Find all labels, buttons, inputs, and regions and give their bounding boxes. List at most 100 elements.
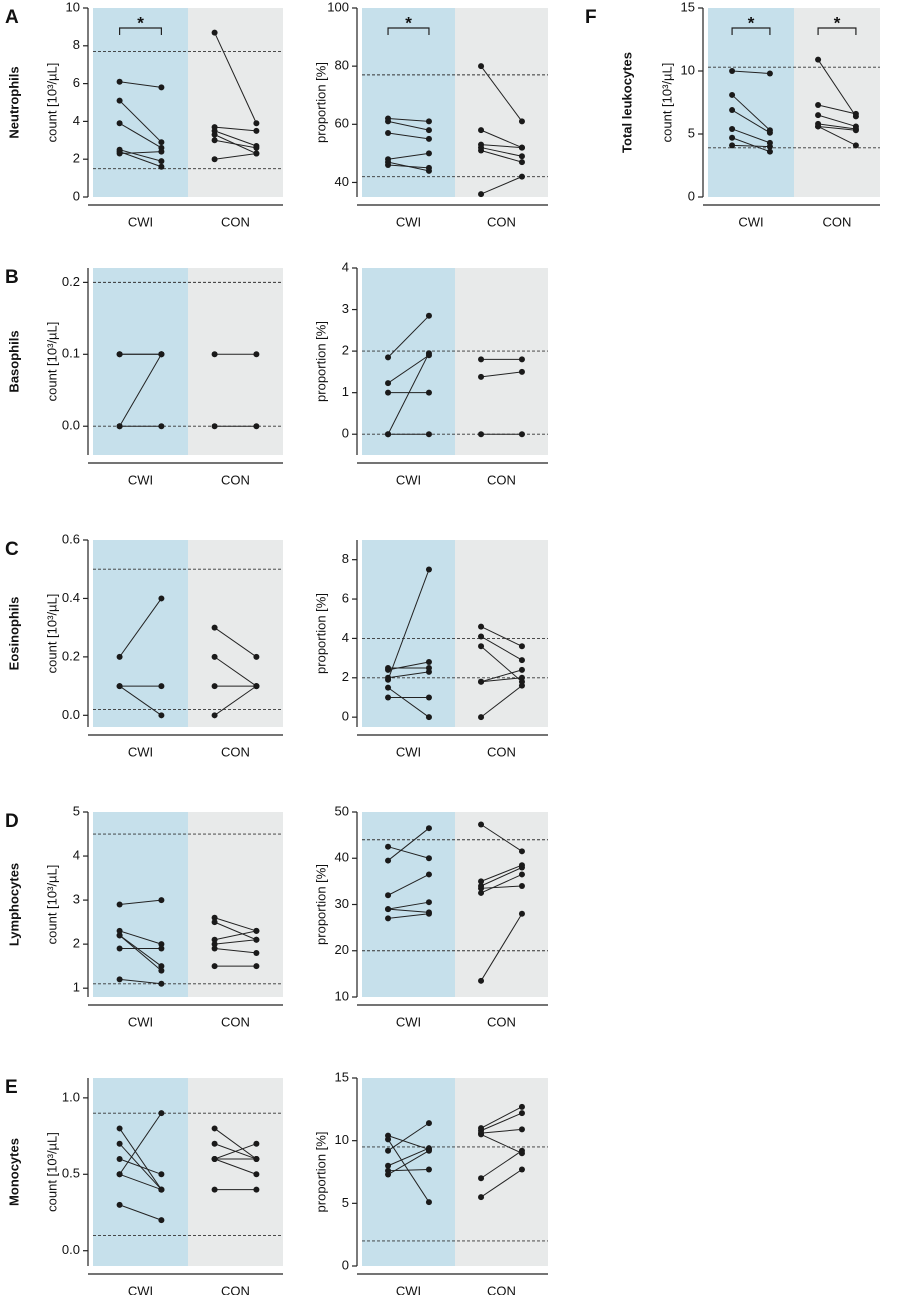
pair-line	[818, 125, 856, 131]
y-axis-label: proportion [%]	[313, 864, 328, 945]
pair-line	[387, 827, 430, 861]
group-band	[362, 268, 455, 455]
data-point	[158, 595, 165, 602]
y-tick-label: 1	[73, 980, 80, 995]
data-point	[253, 127, 260, 134]
data-point	[518, 368, 525, 375]
y-tick-label: 0.0	[62, 707, 80, 722]
data-point	[425, 668, 432, 675]
y-tick-label: 2	[73, 936, 80, 951]
pair-line	[480, 1128, 523, 1134]
data-point	[478, 356, 485, 363]
data-point	[425, 910, 432, 917]
data-point	[116, 653, 123, 660]
pair-line	[480, 149, 523, 163]
pair-line	[817, 125, 857, 146]
data-point	[425, 659, 432, 666]
pair-line	[480, 867, 523, 887]
y-axis-label: count [10³/µL]	[44, 322, 59, 402]
pair-line	[480, 129, 523, 149]
data-point	[158, 163, 165, 170]
data-point	[478, 63, 485, 70]
y-tick-label: 0	[73, 188, 80, 203]
data-point	[211, 156, 218, 163]
group-band	[188, 1078, 283, 1266]
pair-line	[732, 70, 770, 75]
data-point	[116, 901, 123, 908]
data-point	[158, 967, 165, 974]
data-point	[253, 150, 260, 157]
pair-line	[387, 354, 430, 384]
data-point	[425, 1120, 432, 1127]
row-title: Lymphocytes	[6, 863, 21, 946]
data-point	[478, 1175, 485, 1182]
data-point	[158, 1186, 165, 1193]
pair-line	[387, 1150, 430, 1175]
pair-line	[387, 352, 430, 435]
data-point	[729, 125, 736, 132]
data-point	[425, 350, 432, 357]
data-point	[253, 1156, 260, 1163]
pair-line	[119, 598, 162, 658]
data-point	[478, 373, 485, 380]
pair-line	[480, 685, 523, 718]
data-point	[385, 389, 392, 396]
pair-line	[480, 1112, 523, 1132]
data-point	[518, 1147, 525, 1154]
data-point	[158, 1110, 165, 1117]
group-band	[188, 812, 283, 997]
significance-bracket	[387, 27, 430, 35]
data-point	[211, 131, 218, 138]
data-point	[518, 864, 525, 871]
data-point	[116, 932, 123, 939]
y-tick-label: 15	[335, 1069, 349, 1084]
pair-line	[732, 144, 770, 148]
pair-line	[480, 1133, 523, 1154]
group-band	[188, 268, 283, 455]
y-tick-label: 10	[335, 988, 349, 1003]
data-point	[253, 144, 260, 151]
pair-line	[480, 645, 523, 683]
pair-line	[817, 104, 857, 115]
data-point	[211, 683, 218, 690]
y-tick-label: 4	[342, 630, 349, 645]
data-point	[425, 127, 432, 134]
pair-line	[387, 569, 430, 680]
data-point	[158, 84, 165, 91]
group-band	[455, 1078, 548, 1266]
data-point	[116, 1171, 123, 1178]
significance-mark: *	[137, 13, 144, 32]
data-point	[385, 1147, 392, 1154]
pair-line	[119, 1204, 162, 1221]
pair-line	[119, 354, 162, 427]
group-band	[93, 1078, 188, 1266]
pair-line	[731, 137, 771, 153]
data-point	[385, 130, 392, 137]
data-point	[425, 389, 432, 396]
data-point	[211, 29, 218, 36]
pair-line	[214, 126, 257, 132]
data-point	[766, 143, 773, 150]
data-point	[253, 351, 260, 358]
data-point	[518, 871, 525, 878]
data-point	[425, 1147, 432, 1154]
data-point	[211, 919, 218, 926]
data-point	[253, 653, 260, 660]
pair-line	[119, 934, 162, 971]
data-point	[253, 683, 260, 690]
pair-line	[387, 132, 430, 140]
y-tick-label: 2	[342, 343, 349, 358]
data-point	[425, 150, 432, 157]
data-point	[729, 142, 736, 149]
data-point	[211, 653, 218, 660]
data-point	[158, 1171, 165, 1178]
data-point	[385, 857, 392, 864]
group-band	[455, 812, 548, 997]
pair-line	[214, 685, 257, 716]
data-point	[478, 678, 485, 685]
pair-line	[387, 161, 430, 172]
data-point	[116, 78, 123, 85]
data-point	[116, 120, 123, 127]
data-point	[852, 127, 859, 134]
